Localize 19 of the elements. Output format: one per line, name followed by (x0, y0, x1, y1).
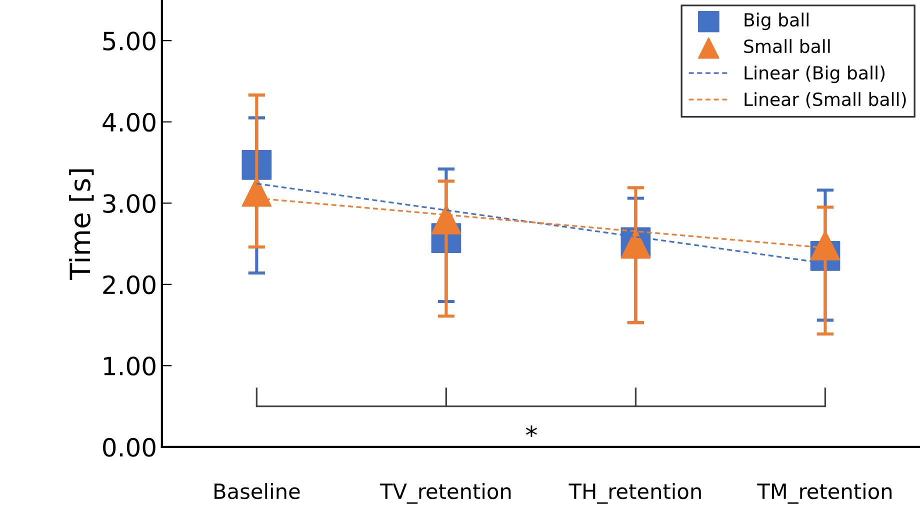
point (242, 176, 272, 207)
y-tick-label: 5.00 (103, 32, 156, 50)
point (431, 204, 462, 234)
legend-label: Big ball (744, 12, 808, 30)
x-tick-label: Baseline (214, 483, 300, 500)
legend-label: Linear (Big ball) (744, 66, 885, 84)
legend-label: Small ball (744, 39, 830, 54)
annotation: * (526, 426, 537, 437)
x-tick-label: TM_retention (757, 483, 892, 504)
y-axis-title: Time [s] (68, 169, 94, 280)
legend-label: Linear (Small ball) (744, 92, 906, 108)
x-tick-label: TH_retention (568, 483, 701, 504)
y-tick-label: 4.00 (102, 112, 156, 132)
y-tick-label: 0.00 (103, 438, 156, 457)
point (810, 230, 840, 260)
y-tick-label: 1.00 (104, 356, 156, 376)
x-tick-label: TV_retention (380, 483, 511, 504)
y-tick-label: 2.00 (103, 275, 156, 294)
y-tick-label: 3.00 (103, 194, 156, 213)
